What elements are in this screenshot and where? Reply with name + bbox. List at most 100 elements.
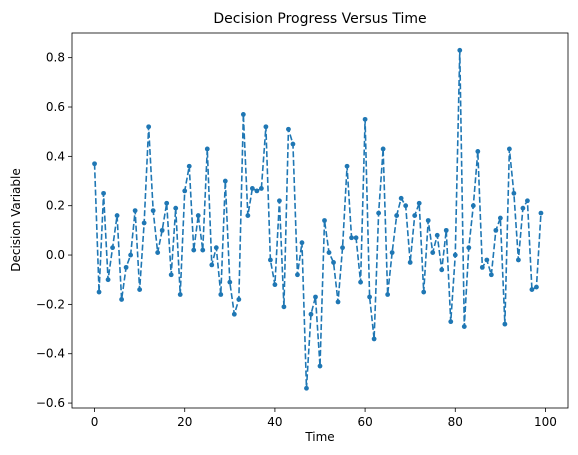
- data-point: [213, 245, 219, 251]
- data-point: [398, 195, 404, 201]
- y-tick-label: 0.6: [46, 100, 65, 114]
- data-point: [281, 304, 287, 310]
- data-point: [128, 252, 134, 258]
- data-point: [439, 267, 445, 273]
- x-axis: 0 20 40 60 80 100: [91, 408, 557, 429]
- data-point: [191, 247, 197, 253]
- data-point: [479, 264, 485, 270]
- y-tick-label: −0.6: [36, 396, 65, 410]
- y-axis: −0.6 −0.4 −0.2 0.0 0.2 0.4 0.6 0.8: [36, 51, 72, 410]
- data-point: [141, 220, 147, 226]
- data-point: [286, 126, 291, 132]
- data-point: [534, 284, 539, 290]
- data-point: [186, 163, 192, 169]
- data-point: [304, 385, 309, 391]
- data-point: [457, 47, 463, 53]
- data-point: [177, 292, 183, 297]
- data-point: [416, 200, 422, 206]
- data-point: [484, 257, 490, 263]
- data-point: [461, 324, 467, 329]
- data-point: [448, 319, 454, 325]
- data-point: [421, 289, 427, 295]
- data-point: [516, 257, 521, 263]
- x-tick-label: 0: [91, 415, 99, 429]
- data-point: [209, 262, 215, 268]
- y-tick-label: −0.4: [36, 347, 65, 361]
- data-point: [380, 146, 386, 152]
- data-point: [326, 250, 332, 255]
- data-point: [344, 163, 350, 169]
- data-point: [146, 124, 152, 130]
- x-tick-label: 40: [267, 415, 282, 429]
- data-point: [358, 279, 363, 285]
- y-tick-label: 0.4: [46, 149, 65, 163]
- data-point: [295, 272, 300, 278]
- data-point: [227, 279, 233, 285]
- x-axis-title: Time: [304, 430, 334, 444]
- data-point: [331, 260, 336, 265]
- data-point: [222, 178, 228, 184]
- data-point: [317, 363, 323, 369]
- data-point: [520, 205, 526, 211]
- data-point: [452, 252, 458, 258]
- data-point: [376, 210, 382, 216]
- data-point: [430, 250, 436, 255]
- data-point: [254, 188, 260, 194]
- data-point: [159, 227, 165, 233]
- data-point: [493, 227, 499, 233]
- data-point: [123, 264, 129, 270]
- data-point: [110, 245, 115, 251]
- data-point: [105, 277, 111, 283]
- data-point: [362, 116, 368, 122]
- data-point: [322, 218, 327, 223]
- y-tick-label: −0.2: [36, 297, 65, 311]
- data-point: [236, 297, 242, 302]
- x-tick-label: 20: [177, 415, 192, 429]
- y-tick-label: 0.8: [46, 51, 65, 65]
- data-point: [475, 149, 481, 154]
- data-point: [425, 218, 431, 223]
- data-point: [240, 112, 246, 117]
- data-point: [92, 161, 97, 167]
- data-point: [371, 336, 377, 342]
- data-point: [101, 190, 106, 196]
- data-point: [263, 124, 269, 130]
- data-point: [389, 250, 395, 255]
- data-point: [132, 208, 138, 214]
- data-point: [506, 146, 512, 152]
- data-point: [299, 240, 305, 246]
- data-point: [268, 257, 273, 263]
- data-point: [488, 272, 494, 278]
- data-point: [367, 294, 372, 300]
- x-tick-label: 80: [448, 415, 463, 429]
- data-point: [155, 250, 161, 255]
- data-point: [249, 186, 255, 191]
- data-point: [290, 141, 296, 147]
- data-point: [434, 232, 440, 238]
- data-point: [119, 297, 124, 302]
- data-point: [173, 205, 179, 211]
- data-point: [258, 186, 264, 191]
- data-point: [340, 245, 345, 251]
- data-point: [443, 227, 449, 233]
- data-point: [150, 208, 156, 214]
- data-point: [114, 213, 120, 218]
- data-point: [195, 213, 201, 218]
- x-tick-label: 100: [534, 415, 557, 429]
- data-point: [313, 294, 318, 300]
- data-point: [308, 311, 314, 317]
- data-point: [231, 311, 237, 317]
- data-point: [164, 200, 170, 206]
- data-point: [277, 198, 282, 204]
- data-point: [466, 245, 472, 251]
- data-point: [353, 235, 359, 241]
- x-tick-label: 60: [357, 415, 372, 429]
- data-point: [407, 260, 413, 265]
- data-point: [349, 235, 354, 241]
- data-point: [96, 289, 102, 295]
- data-point: [218, 292, 224, 297]
- data-point: [497, 215, 503, 221]
- series-line: [93, 50, 542, 389]
- y-tick-label: 0.2: [46, 199, 65, 213]
- data-point: [529, 287, 535, 292]
